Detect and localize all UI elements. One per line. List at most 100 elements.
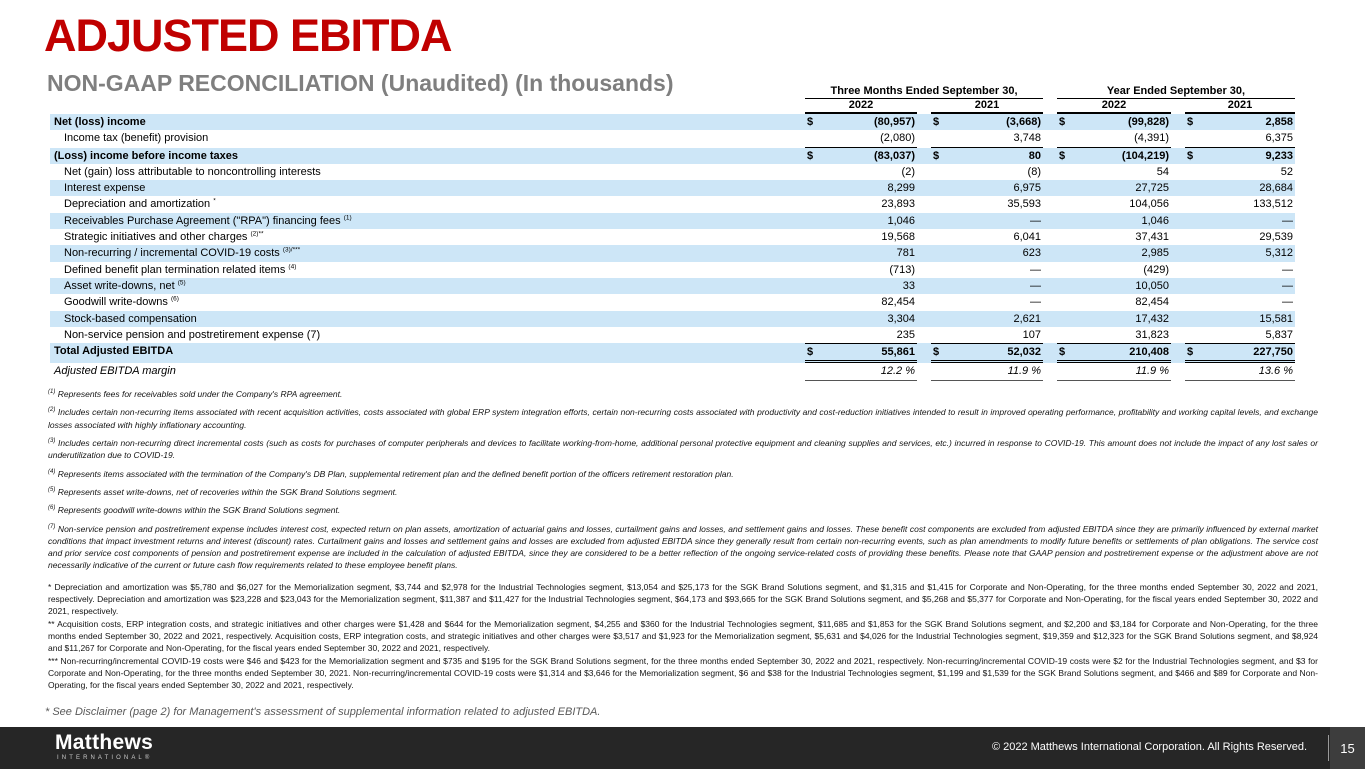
cell-value: 19,568: [881, 231, 915, 244]
row-label: Strategic initiatives and other charges …: [64, 230, 264, 244]
cell-value: —: [1282, 279, 1293, 292]
cell-value: (2,080): [805, 130, 917, 148]
table-body: Net (loss) income $ (80,957) $ (3,668) $ (99,8…: [50, 114, 1295, 381]
cell-value: 23,893: [881, 198, 915, 211]
table-row: Strategic initiatives and other charges …: [50, 229, 1295, 245]
cell-value: $2,858: [1187, 116, 1293, 128]
cell-value: $55,861: [805, 343, 917, 364]
cell-value: $ (80,957): [807, 116, 915, 128]
table-row: Net (loss) income $ (80,957) $ (3,668) $ (99,8…: [50, 114, 1295, 131]
row-label: Adjusted EBITDA margin: [54, 365, 176, 378]
cell-value: 54: [1156, 165, 1169, 178]
asterisk-note: *** Non-recurring/incremental COVID-19 c…: [48, 655, 1318, 691]
page-subtitle: NON-GAAP RECONCILIATION (Unaudited) (In …: [47, 70, 674, 96]
table-group-header-row: Three Months Ended September 30, Year En…: [50, 84, 1295, 99]
cell-value: 29,539: [1259, 231, 1293, 244]
cell-value: —: [1282, 263, 1293, 276]
cell-value: $ (99,828): [1059, 116, 1169, 128]
cell-value: (8): [1027, 165, 1041, 178]
cell-value: $80: [933, 149, 1041, 162]
cell-value: 8,299: [887, 182, 915, 195]
cell-value: 10,050: [1135, 279, 1169, 292]
cell-value: 1,046: [1141, 214, 1169, 227]
cell-value: 3,748: [931, 130, 1043, 148]
cell-value: 6,375: [1185, 130, 1295, 148]
table-row: (Loss) income before income taxes $ (83,03…: [50, 147, 1295, 164]
cell-value: 6,041: [1013, 231, 1041, 244]
year-header: 2022: [805, 99, 917, 114]
column-group-three-months: Three Months Ended September 30,: [805, 85, 1043, 99]
cell-value: 104,056: [1129, 198, 1169, 211]
footnote: (2) Includes certain non-recurring items…: [48, 407, 1318, 430]
cell-value: 31,823: [1135, 328, 1169, 341]
cell-value: 235: [896, 328, 915, 341]
cell-value: 3,304: [887, 312, 915, 325]
row-label: Stock-based compensation: [64, 312, 197, 325]
table-row: Goodwill write-downs (6) 82,454 — 82,454 —: [50, 294, 1295, 310]
table-row: Defined benefit plan termination related…: [50, 262, 1295, 278]
cell-value: 133,512: [1253, 198, 1293, 211]
row-label: Asset write-downs, net (5): [64, 279, 186, 292]
cell-value: $210,408: [1057, 343, 1171, 364]
footer-bar: Matthews INTERNATIONAL® © 2022 Matthews …: [0, 727, 1365, 769]
cell-value: 1,046: [887, 214, 915, 227]
table-row: Total Adjusted EBITDA $55,861 $52,032 $210,…: [50, 343, 1295, 364]
cell-value: —: [1282, 296, 1293, 309]
cell-value: (4,391): [1057, 130, 1171, 148]
table-year-header-row: 2022 2021 2022 2021: [50, 99, 1295, 114]
asterisk-footnotes: * Depreciation and amortization was $5,7…: [48, 581, 1318, 692]
row-label: Goodwill write-downs (6): [64, 295, 179, 309]
cell-value: 5,312: [1265, 247, 1293, 260]
table-row: Adjusted EBITDA margin 12.2 % 11.9 % 11.9 %…: [50, 363, 1295, 381]
asterisk-note: * Depreciation and amortization was $5,7…: [48, 581, 1318, 617]
footnote: (6) Represents goodwill write-downs with…: [48, 505, 341, 516]
table-row: Asset write-downs, net (5) 33 — 10,050 —: [50, 277, 1295, 295]
cell-value: $52,032: [931, 343, 1043, 364]
row-label: Income tax (benefit) provision: [64, 132, 209, 145]
cell-value: 27,725: [1135, 182, 1169, 195]
cell-value: 33: [902, 279, 915, 292]
cell-value: 107: [1022, 328, 1041, 341]
row-label: Depreciation and amortization *: [64, 197, 216, 211]
cell-value: $ (104,219): [1059, 149, 1169, 162]
cell-value: 35,593: [1007, 198, 1041, 211]
footnote: (4) Represents items associated with the…: [48, 468, 734, 479]
row-label: Non-recurring / incremental COVID-19 cos…: [64, 246, 301, 260]
matthews-logo: Matthews INTERNATIONAL®: [55, 732, 153, 761]
row-label: Non-service pension and postretirement e…: [64, 328, 321, 341]
table-row: Stock-based compensation 3,304 2,621 17,432…: [50, 310, 1295, 327]
cell-value: 52: [1280, 165, 1293, 178]
cell-value: 2,985: [1141, 247, 1169, 260]
footer-divider: [1328, 735, 1329, 761]
cell-value: —: [1282, 214, 1293, 227]
cell-value: (713): [889, 263, 915, 276]
row-label: Defined benefit plan termination related…: [64, 263, 297, 276]
cell-value: (2): [901, 165, 915, 178]
row-label: Net (gain) loss attributable to noncontr…: [64, 165, 321, 178]
cell-value: $ (3,668): [933, 116, 1041, 128]
asterisk-note: ** Acquisition costs, ERP integration co…: [48, 618, 1318, 654]
footnote: (3) Includes certain non-recurring direc…: [48, 437, 1318, 461]
cell-value: 11.9 %: [1057, 363, 1171, 381]
page-number-box: 15: [1330, 727, 1365, 769]
cell-value: 28,684: [1259, 182, 1293, 195]
cell-value: 623: [1022, 247, 1041, 260]
logo-subtext: INTERNATIONAL®: [57, 755, 153, 761]
footnotes-section: (1) Represents fees for receivables sold…: [48, 388, 1318, 692]
table-row: Net (gain) loss attributable to noncontr…: [50, 164, 1295, 180]
year-header: 2021: [1185, 99, 1295, 114]
table-row: Non-recurring / incremental COVID-19 cos…: [50, 245, 1295, 262]
page-title: ADJUSTED EBITDA: [44, 10, 453, 61]
cell-value: 781: [896, 247, 915, 260]
disclaimer-text: * See Disclaimer (page 2) for Management…: [45, 706, 601, 718]
numbered-footnotes: (1) Represents fees for receivables sold…: [48, 388, 1318, 572]
table-row: Interest expense 8,299 6,975 27,725 28,684: [50, 180, 1295, 197]
page-number: 15: [1340, 740, 1355, 756]
year-header: 2022: [1057, 99, 1171, 114]
row-label: Net (loss) income: [54, 116, 146, 128]
row-label: Interest expense: [64, 182, 146, 195]
logo-wordmark: Matthews: [55, 731, 154, 754]
year-header: 2021: [931, 99, 1043, 114]
cell-value: $9,233: [1187, 149, 1293, 162]
cell-value: $227,750: [1185, 343, 1295, 364]
